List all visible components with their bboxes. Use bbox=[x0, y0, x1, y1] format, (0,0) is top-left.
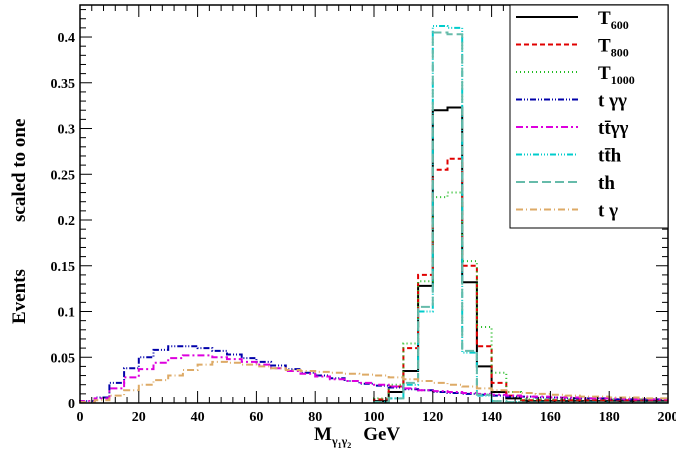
legend-label-0: T600 bbox=[598, 8, 629, 32]
legend-items: T600 T800 T1000 t γγ tt̄γγ tt̄h th t γ bbox=[516, 8, 635, 222]
series-line-7 bbox=[79, 360, 668, 404]
x-axis-title-sub1-index: 1 bbox=[338, 441, 342, 450]
y-tick-label: 0.15 bbox=[51, 260, 76, 275]
series-line-1 bbox=[373, 157, 668, 403]
legend-box bbox=[509, 4, 669, 229]
legend-label-5: tt̄h bbox=[598, 146, 622, 167]
y-tick-label: 0.35 bbox=[51, 77, 76, 92]
legend-label-6: th bbox=[598, 173, 615, 194]
axis-tick-labels: 0 20 40 60 80 100 120 140 160 180 200 0 0.05 0.1 0.15 0… bbox=[51, 31, 676, 425]
x-tick-label: 180 bbox=[599, 410, 620, 425]
x-tick-label: 80 bbox=[308, 410, 322, 425]
series-layer bbox=[79, 25, 668, 404]
y-tick-label: 0 bbox=[68, 397, 75, 412]
legend-label-3: t γγ bbox=[598, 91, 627, 112]
legend: T600 T800 T1000 t γγ tt̄γγ tt̄h th t γ bbox=[509, 4, 669, 229]
y-axis-title-events: Events bbox=[9, 269, 30, 324]
x-axis-title-unit: GeV bbox=[363, 424, 400, 445]
x-tick-label: 0 bbox=[77, 410, 84, 425]
x-axis-title-sub2: γ bbox=[341, 434, 348, 448]
x-tick-label: 120 bbox=[422, 410, 443, 425]
x-tick-label: 20 bbox=[132, 410, 146, 425]
x-tick-label: 160 bbox=[540, 410, 561, 425]
x-tick-label: 60 bbox=[249, 410, 263, 425]
legend-label-7: t γ bbox=[598, 201, 618, 222]
y-tick-label: 0.2 bbox=[58, 214, 76, 229]
x-axis-title-base: M bbox=[314, 424, 332, 445]
y-tick-label: 0.3 bbox=[58, 123, 76, 138]
series-line-4 bbox=[79, 354, 668, 403]
x-axis-title-sub1: γ bbox=[331, 434, 338, 448]
y-tick-label: 0.4 bbox=[58, 31, 76, 46]
x-tick-label: 140 bbox=[481, 410, 502, 425]
x-axis-title-sub2-index: 2 bbox=[347, 441, 351, 450]
series-line-6 bbox=[373, 31, 668, 404]
x-tick-label: 40 bbox=[191, 410, 205, 425]
legend-label-2: T1000 bbox=[598, 63, 635, 87]
x-tick-label: 200 bbox=[658, 410, 676, 425]
y-tick-label: 0.05 bbox=[51, 351, 76, 366]
y-axis-title-scaled: scaled to one bbox=[9, 119, 30, 222]
legend-label-1: T800 bbox=[598, 36, 629, 60]
x-axis-title: Mγ1γ2 GeV bbox=[314, 424, 400, 450]
y-tick-label: 0.1 bbox=[58, 306, 76, 321]
x-tick-label: 100 bbox=[364, 410, 385, 425]
y-tick-label: 0.25 bbox=[51, 168, 76, 183]
legend-label-4: tt̄γγ bbox=[598, 118, 629, 139]
